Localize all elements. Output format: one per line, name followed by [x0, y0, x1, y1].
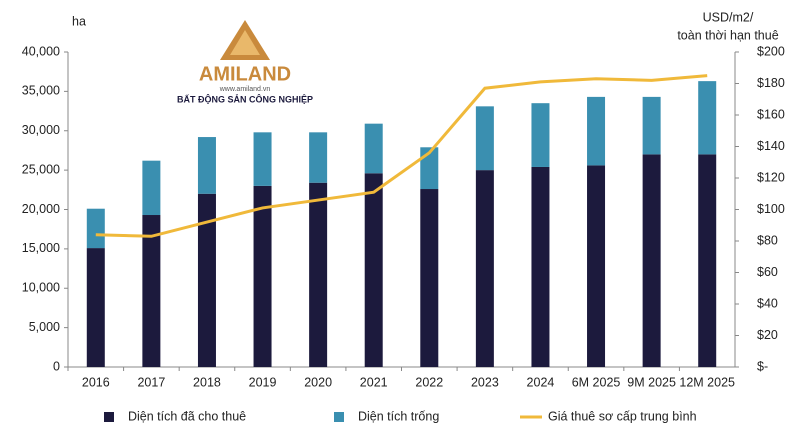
x-tick-label: 9M 2025 [627, 375, 676, 389]
bar [642, 154, 661, 367]
y-axis-title: ha [72, 14, 86, 28]
bar [86, 248, 105, 367]
bar [253, 132, 272, 186]
bar [642, 96, 661, 155]
y2-tick-label: $120 [757, 170, 785, 184]
x-tick-label: 6M 2025 [572, 375, 621, 389]
y2-tick-label: $160 [757, 107, 785, 121]
bar [420, 189, 439, 367]
y2-axis-title: USD/m2/ [703, 10, 754, 24]
legend-label: Diện tích đã cho thuê [128, 409, 246, 423]
y-tick-label: 20,000 [22, 202, 60, 216]
bar [197, 137, 216, 194]
y-tick-label: 35,000 [22, 84, 60, 98]
x-tick-label: 2020 [304, 375, 332, 389]
x-tick-label: 2017 [137, 375, 165, 389]
x-tick-label: 2024 [527, 375, 555, 389]
bar [587, 165, 606, 367]
y2-tick-label: $140 [757, 139, 785, 153]
y2-tick-label: $60 [757, 265, 778, 279]
bar [531, 166, 550, 367]
y-tick-label: 10,000 [22, 281, 60, 295]
bar [698, 81, 717, 155]
bar [531, 103, 550, 167]
y2-tick-label: $20 [757, 328, 778, 342]
bar [364, 123, 383, 174]
y-tick-label: 15,000 [22, 241, 60, 255]
x-tick-label: 2022 [415, 375, 443, 389]
legend-swatch [104, 412, 114, 422]
bar [587, 96, 606, 166]
x-tick-label: 2018 [193, 375, 221, 389]
y2-tick-label: $40 [757, 296, 778, 310]
y2-tick-label: $180 [757, 76, 785, 90]
bar [253, 185, 272, 367]
bar [475, 170, 494, 367]
legend-swatch [334, 412, 344, 422]
x-tick-label: 2021 [360, 375, 388, 389]
x-tick-label: 2016 [82, 375, 110, 389]
logo: AMILAND www.amiland.vn BẤT ĐỘNG SẢN CÔNG… [177, 20, 313, 104]
x-tick-label: 2023 [471, 375, 499, 389]
y2-axis-title: toàn thời hạn thuê [677, 28, 778, 42]
bar [142, 160, 161, 216]
bar [142, 215, 161, 367]
line [95, 74, 708, 238]
y-tick-label: 25,000 [22, 162, 60, 176]
y2-tick-label: $200 [757, 44, 785, 58]
legend-label: Diện tích trống [358, 409, 439, 423]
y2-tick-label: $100 [757, 202, 785, 216]
logo-url: www.amiland.vn [219, 86, 271, 93]
bar [197, 193, 216, 367]
y2-tick-label: $- [757, 359, 768, 373]
y-tick-label: 40,000 [22, 44, 60, 58]
y2-tick-label: $80 [757, 233, 778, 247]
logo-tagline: BẤT ĐỘNG SẢN CÔNG NGHIỆP [177, 93, 313, 104]
x-tick-label: 12M 2025 [679, 375, 735, 389]
bar [309, 132, 328, 183]
x-tick-label: 2019 [249, 375, 277, 389]
bar [364, 173, 383, 367]
bar [86, 208, 105, 249]
legend-label: Giá thuê sơ cấp trung bình [548, 409, 697, 423]
bar [309, 182, 328, 367]
bar [475, 106, 494, 171]
y-tick-label: 30,000 [22, 123, 60, 137]
y-tick-label: 0 [53, 359, 60, 373]
logo-name: AMILAND [199, 63, 291, 85]
y-tick-label: 5,000 [29, 320, 60, 334]
bar [698, 154, 717, 367]
logo-icon [230, 30, 260, 55]
